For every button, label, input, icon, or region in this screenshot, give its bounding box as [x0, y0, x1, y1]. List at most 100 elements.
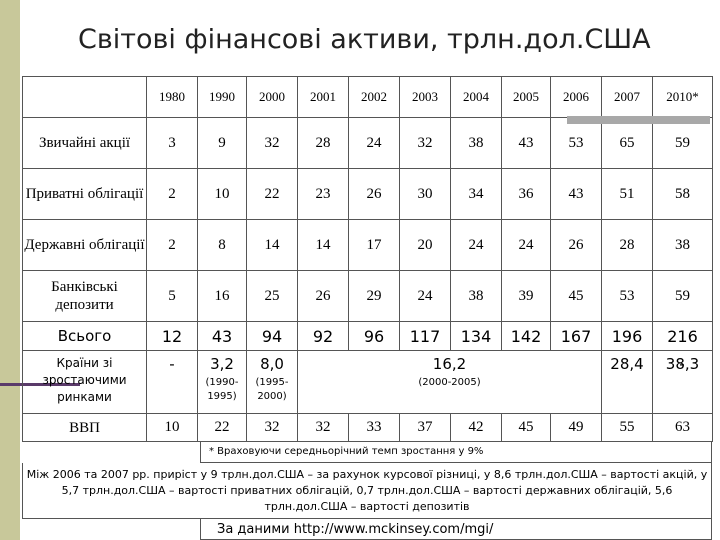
header-accent-bar — [567, 116, 710, 124]
value-cell: 28,4 — [601, 350, 653, 414]
table-row-total: Всього 12 43 94 92 96 117 134 142 167 19… — [22, 321, 713, 351]
value-cell: 30 — [399, 168, 451, 220]
row-label: Всього — [22, 321, 147, 351]
value-cell: 59 — [652, 117, 713, 169]
value-cell: 32 — [399, 117, 451, 169]
row-label: Звичайні акції — [22, 117, 147, 169]
value-cell: 3,2 (1990-1995) — [197, 350, 247, 414]
source-note: За даними http://www.mckinsey.com/mgi/ — [200, 519, 712, 540]
value-cell: 43 — [550, 168, 602, 220]
value-cell: 117 — [399, 321, 451, 351]
value-cell: 32 — [246, 117, 298, 169]
value-cell: 12 — [146, 321, 198, 351]
year-header: 2005 — [501, 76, 551, 118]
value-cell: 38,3 — [652, 350, 713, 414]
value-cell: 38 — [652, 219, 713, 271]
value-cell: 20 — [399, 219, 451, 271]
value-cell: 2 — [146, 168, 198, 220]
value-cell: 16 — [197, 270, 247, 322]
year-header: 2007 — [601, 76, 653, 118]
value-cell: 53 — [601, 270, 653, 322]
value-cell: 29 — [348, 270, 400, 322]
emerging-value: 16,2 — [432, 355, 467, 373]
year-header: 2001 — [297, 76, 349, 118]
header-empty-cell — [22, 76, 147, 118]
value-cell: 28 — [601, 219, 653, 271]
assets-table: 1980 1990 2000 2001 2002 2003 2004 2005 … — [22, 76, 713, 442]
value-cell: 38 — [450, 270, 502, 322]
emerging-period: (1990-1995) — [205, 377, 239, 402]
emerging-value: 28,4 — [610, 355, 644, 373]
value-cell: 167 — [550, 321, 602, 351]
table-row-emerging-markets: Країни зі зростаючими ринками - 3,2 (1990… — [22, 350, 713, 414]
value-cell: 10 — [197, 168, 247, 220]
explanation-note: Між 2006 та 2007 рр. приріст у 9 трлн.до… — [22, 463, 712, 519]
row-label: Банківські депозити — [22, 270, 147, 322]
value-cell: 94 — [246, 321, 298, 351]
value-cell: 42 — [450, 413, 502, 442]
value-cell: 51 — [601, 168, 653, 220]
value-cell: 14 — [246, 219, 298, 271]
emerging-value: - — [169, 355, 175, 373]
year-header: 2000 — [246, 76, 298, 118]
value-cell: 34 — [450, 168, 502, 220]
emerging-value: 3,2 — [210, 355, 234, 373]
value-cell: 26 — [348, 168, 400, 220]
value-cell: 9 — [197, 117, 247, 169]
value-cell: 36 — [501, 168, 551, 220]
value-cell: 55 — [601, 413, 653, 442]
value-cell: 63 — [652, 413, 713, 442]
value-cell: 24 — [501, 219, 551, 271]
year-header: 2010* — [652, 76, 713, 118]
value-cell: 96 — [348, 321, 400, 351]
year-header: 2006 — [550, 76, 602, 118]
row-label: Державні облігації — [22, 219, 147, 271]
value-cell: 26 — [297, 270, 349, 322]
value-cell: 14 — [297, 219, 349, 271]
value-cell: 43 — [197, 321, 247, 351]
value-cell: 142 — [501, 321, 551, 351]
row-label: Країни зі зростаючими ринками — [22, 350, 147, 414]
year-header: 2002 — [348, 76, 400, 118]
table-row-private-bonds: Приватні облігації 2 10 22 23 26 30 34 3… — [22, 168, 713, 220]
value-cell: 39 — [501, 270, 551, 322]
footnote: * Враховуючи середньорічний темп зростан… — [200, 441, 712, 463]
value-cell: 59 — [652, 270, 713, 322]
value-cell: 26 — [550, 219, 602, 271]
value-cell: 32 — [297, 413, 349, 442]
value-cell: 10 — [146, 413, 198, 442]
value-cell: 196 — [601, 321, 653, 351]
value-cell: 38 — [450, 117, 502, 169]
value-cell: 17 — [348, 219, 400, 271]
value-cell: 3 — [146, 117, 198, 169]
value-cell: 134 — [450, 321, 502, 351]
value-cell: 28 — [297, 117, 349, 169]
value-cell: 43 — [501, 117, 551, 169]
value-cell: 45 — [550, 270, 602, 322]
value-cell: - — [146, 350, 198, 414]
value-cell: 45 — [501, 413, 551, 442]
value-cell: 8 — [197, 219, 247, 271]
row-label: Приватні облігації — [22, 168, 147, 220]
table-row-government-bonds: Державні облігації 2 8 14 14 17 20 24 24… — [22, 219, 713, 271]
header-row: 1980 1990 2000 2001 2002 2003 2004 2005 … — [22, 76, 713, 118]
year-header: 2004 — [450, 76, 502, 118]
year-header: 2003 — [399, 76, 451, 118]
value-cell: 24 — [450, 219, 502, 271]
value-cell: 24 — [348, 117, 400, 169]
value-cell: 92 — [297, 321, 349, 351]
value-cell: 33 — [348, 413, 400, 442]
value-cell: 25 — [246, 270, 298, 322]
emerging-period: (1995-2000) — [255, 377, 289, 402]
value-cell: 65 — [601, 117, 653, 169]
table-row-gdp: ВВП 10 22 32 32 33 37 42 45 49 55 63 — [22, 413, 713, 442]
year-header: 1990 — [197, 76, 247, 118]
value-cell: 49 — [550, 413, 602, 442]
value-cell: 22 — [246, 168, 298, 220]
year-header: 1980 — [146, 76, 198, 118]
value-cell: 2 — [146, 219, 198, 271]
value-cell: 32 — [246, 413, 298, 442]
page-title: Світові фінансові активи, трлн.дол.США — [78, 24, 651, 55]
table-row-bank-deposits: Банківські депозити 5 16 25 26 29 24 38 … — [22, 270, 713, 322]
value-cell: 22 — [197, 413, 247, 442]
